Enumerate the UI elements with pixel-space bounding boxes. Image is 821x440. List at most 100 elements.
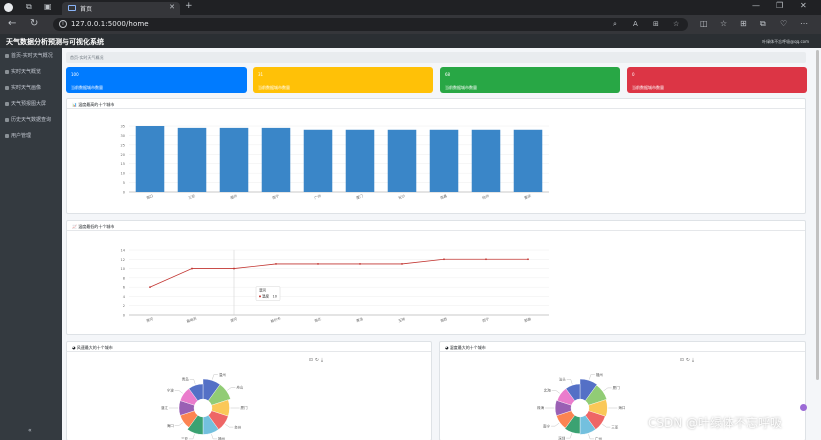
sidebar-item-overview[interactable]: 实时天气概览 — [5, 68, 41, 75]
bar[interactable] — [303, 129, 333, 192]
line-x-tick-label: 黑河 — [145, 316, 154, 323]
chart-toolbox-icon[interactable]: ↻ — [686, 358, 690, 363]
sidebar-item-portrait[interactable]: 实时天气画像 — [5, 84, 41, 91]
pie-label-line — [589, 374, 595, 380]
bar[interactable] — [177, 127, 207, 192]
floating-assistant-icon[interactable] — [800, 404, 807, 411]
bar[interactable] — [345, 129, 375, 192]
tab-close-icon[interactable]: ✕ — [169, 3, 175, 11]
stat-box-4: 0 当前数据城市数量 — [627, 67, 807, 93]
pie-label-line — [174, 390, 183, 394]
bar[interactable] — [429, 129, 459, 192]
chart-toolbox-icon[interactable]: ↻ — [315, 358, 319, 363]
line-point[interactable] — [275, 263, 277, 265]
pie-label-line — [174, 422, 183, 426]
pie-slice[interactable] — [579, 415, 596, 435]
bar[interactable] — [261, 127, 291, 192]
tooltip-marker-icon — [259, 295, 261, 298]
line-point[interactable] — [359, 263, 361, 265]
workspaces-icon[interactable]: ⧉ — [26, 2, 32, 11]
pie-slice[interactable] — [188, 383, 204, 401]
pie-slice-label: 三亚 — [611, 425, 619, 429]
line-point[interactable] — [233, 267, 235, 270]
sidebar: 首页-实时天气概况 实时天气概览 实时天气画像 天气预报图大屏 历史天气数据查询… — [0, 48, 62, 440]
pie-slice[interactable] — [585, 384, 608, 406]
chart-toolbox-icon[interactable]: ⊡ — [680, 358, 684, 363]
pie-slice-label: 珠海 — [537, 405, 544, 410]
address-bar[interactable]: i 127.0.0.1:5000/home ⌕ A ⊞ ☆ — [53, 18, 688, 31]
line-point[interactable] — [401, 263, 403, 265]
card-header: ◕ 湿度最大的十个城市 — [440, 342, 805, 352]
card-title-text: 温度最高的十个城市 — [78, 102, 115, 107]
tooltip-category: 漠河 — [259, 288, 267, 293]
sidebar-item-users[interactable]: 用户管理 — [5, 132, 31, 139]
more-menu-icon[interactable]: ⋯ — [800, 19, 808, 28]
close-window-icon[interactable]: ✕ — [800, 1, 807, 10]
pie-slice-label: 厦门 — [241, 405, 248, 410]
sidebar-item-history[interactable]: 历史天气数据查询 — [5, 116, 51, 123]
bar[interactable] — [219, 127, 249, 192]
bar[interactable] — [471, 129, 501, 192]
heart-icon[interactable]: ♡ — [780, 19, 788, 28]
pie-slice-label: 福州 — [218, 436, 225, 440]
pie-label-line — [603, 387, 612, 391]
sidebar-collapse-icon[interactable]: « — [28, 427, 32, 434]
url-text[interactable]: 127.0.0.1:5000/home — [71, 20, 149, 28]
chart-toolbox-icon[interactable]: ⤓ — [692, 357, 694, 363]
minimize-icon[interactable]: — — [752, 1, 760, 10]
pie-slice[interactable] — [187, 415, 204, 435]
line-point[interactable] — [149, 286, 151, 289]
tab-actions-icon[interactable]: ▣ — [44, 2, 52, 11]
bar[interactable] — [135, 126, 165, 192]
line-x-tick-label: 果洛 — [355, 316, 364, 323]
line-point[interactable] — [527, 258, 529, 261]
pie-slice[interactable] — [565, 383, 581, 401]
collections-icon[interactable]: ⊞ — [740, 19, 747, 28]
line-point[interactable] — [191, 267, 193, 270]
zoom-icon[interactable]: ⌕ — [613, 20, 617, 28]
line-chart-title: 📈 温度最低的十个城市 — [72, 224, 115, 229]
pie-slice-label: 青岛 — [182, 377, 189, 382]
sidebar-item-forecast-screen[interactable]: 天气预报图大屏 — [5, 100, 46, 107]
scrollbar[interactable] — [816, 50, 819, 380]
line-point[interactable] — [443, 258, 445, 261]
chart-toolbox-icon[interactable]: ⊡ — [309, 358, 313, 363]
pie-label-line — [225, 424, 234, 428]
reload-icon[interactable]: ↻ — [30, 18, 39, 29]
bar-chart: 0 5 10 15 20 25 30 35 海口 三亚 福州 南宁 广州 厦门 长沙 南昌 杭州 重庆 — [121, 125, 549, 200]
bar[interactable] — [513, 129, 543, 192]
extensions-icon[interactable]: ⧉ — [760, 19, 766, 28]
tooltip-value: 10 — [273, 295, 277, 299]
profile-avatar-icon[interactable] — [4, 3, 13, 12]
card-header: ◕ 风速最大的十个城市 — [67, 342, 431, 352]
line-point[interactable] — [485, 258, 487, 261]
line-point[interactable] — [317, 263, 319, 265]
back-icon[interactable]: ← — [8, 18, 17, 29]
main-content: 首页-实时天气概况 100 当前数据城市数量 31 当前数据城市数量 68 当前… — [62, 48, 821, 440]
users-icon — [5, 133, 9, 138]
site-info-icon[interactable]: i — [59, 20, 67, 28]
sidebar-item-home[interactable]: 首页-实时天气概况 — [5, 52, 53, 59]
bar-y-tick-label: 20 — [121, 153, 125, 157]
app-available-icon[interactable]: ⊞ — [653, 20, 659, 28]
split-screen-icon[interactable]: ◫ — [700, 19, 708, 28]
user-email[interactable]: 叶绿体不忘呼吸@qq.com — [762, 39, 809, 44]
breadcrumb-bar: 首页-实时天气概况 — [66, 52, 806, 63]
pie-slice[interactable] — [579, 378, 598, 401]
bar-x-tick-label: 福州 — [229, 193, 238, 200]
app-header: 天气数据分析预测与可视化系统 叶绿体不忘呼吸@qq.com — [0, 34, 821, 48]
favorite-star-icon[interactable]: ☆ — [673, 20, 680, 28]
pie-slice[interactable] — [554, 400, 572, 416]
chart-toolbox-icon[interactable]: ⤓ — [321, 357, 323, 363]
pie-slice[interactable] — [564, 415, 581, 434]
app-title: 天气数据分析预测与可视化系统 — [6, 38, 104, 46]
stat-label: 当前数据城市数量 — [445, 85, 477, 90]
bar[interactable] — [387, 129, 417, 192]
new-tab-icon[interactable]: + — [185, 1, 193, 11]
pie-label-line — [227, 387, 236, 391]
restore-icon[interactable]: ❐ — [776, 1, 784, 10]
read-aloud-icon[interactable]: A — [633, 20, 638, 28]
active-tab[interactable]: 首页 ✕ — [62, 2, 180, 15]
pie-slice[interactable] — [208, 384, 231, 406]
favorites-icon[interactable]: ☆ — [720, 19, 728, 28]
